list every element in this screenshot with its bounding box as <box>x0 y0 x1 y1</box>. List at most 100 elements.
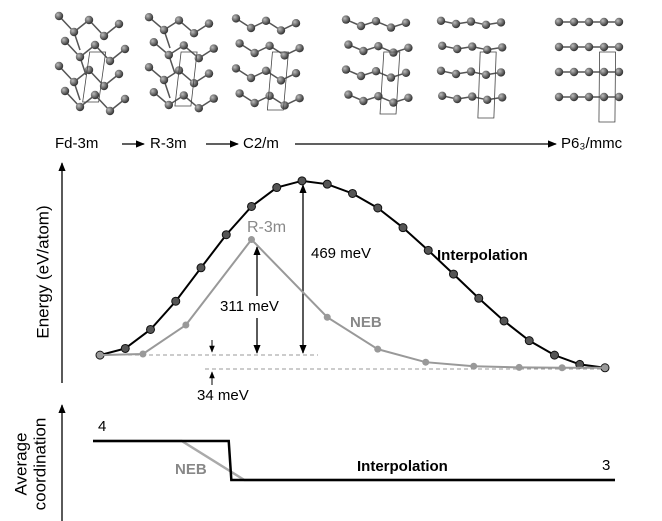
atom <box>84 65 94 75</box>
label-background <box>216 296 286 318</box>
atom <box>371 17 381 26</box>
y-axis-label: Average <box>11 432 30 495</box>
level-label: 3 <box>602 457 610 474</box>
atom <box>569 42 579 52</box>
data-point <box>247 201 256 211</box>
atom <box>189 29 199 38</box>
atom <box>554 42 564 52</box>
atom <box>265 41 274 50</box>
data-point <box>398 223 408 233</box>
data-point <box>515 363 523 371</box>
data-point <box>120 343 130 353</box>
annotation: 34 meV <box>197 387 249 404</box>
annotation: 311 meV <box>220 298 279 315</box>
atom <box>453 44 462 54</box>
atom <box>295 44 304 53</box>
annotation: R-3m <box>247 219 286 236</box>
atom <box>466 17 476 26</box>
atom <box>276 76 286 85</box>
series-line <box>93 439 615 482</box>
data-point <box>499 316 509 326</box>
data-point <box>221 230 231 240</box>
atom <box>280 101 289 110</box>
data-point <box>171 296 181 306</box>
data-point <box>550 350 559 360</box>
atom <box>436 66 446 76</box>
atom <box>451 69 461 79</box>
atom <box>498 43 507 52</box>
atom <box>69 77 79 87</box>
atom <box>144 62 154 72</box>
atom <box>344 90 353 99</box>
atom <box>584 42 594 52</box>
atom <box>159 75 169 85</box>
atom <box>99 31 109 41</box>
atom <box>99 81 109 91</box>
atom <box>90 90 100 100</box>
atom <box>438 41 447 50</box>
phase-label: R-3m <box>150 135 187 152</box>
atom <box>276 26 286 35</box>
data-point <box>422 358 430 366</box>
atom <box>374 42 383 51</box>
atom <box>60 36 70 46</box>
series-label: NEB <box>175 461 207 478</box>
atom <box>614 17 624 27</box>
y-axis-label: coordination <box>30 418 49 511</box>
atom <box>569 67 579 77</box>
atom <box>114 69 124 79</box>
data-point <box>182 321 190 329</box>
atom <box>341 15 351 24</box>
atom <box>204 19 214 28</box>
atom <box>599 42 609 52</box>
phase-label: P6₃/mmc <box>561 135 623 152</box>
atom <box>250 48 259 58</box>
y-axis-label: Energy (eV/atom) <box>33 205 52 338</box>
atom <box>599 67 609 77</box>
atom <box>120 44 130 54</box>
atom <box>554 17 564 27</box>
atom <box>235 39 244 48</box>
atom <box>386 73 396 82</box>
atom <box>164 50 173 60</box>
atom <box>54 61 64 71</box>
series-label: Interpolation <box>437 247 528 264</box>
atom <box>438 91 447 101</box>
atom <box>359 96 368 106</box>
atom <box>599 92 609 102</box>
atom <box>496 18 506 27</box>
atom <box>468 92 477 101</box>
atom <box>250 98 259 108</box>
atom <box>386 23 396 32</box>
atom <box>498 93 507 102</box>
unit-cell <box>174 51 198 107</box>
atom <box>453 94 462 104</box>
atom <box>436 16 446 25</box>
series-line <box>93 439 615 482</box>
atom <box>144 13 154 22</box>
phase-label: Fd-3m <box>55 135 98 152</box>
unit-cell <box>266 51 289 111</box>
atom <box>584 17 594 27</box>
data-point <box>558 364 566 372</box>
atom <box>599 17 609 27</box>
atom <box>60 86 70 96</box>
data-point <box>248 236 255 244</box>
level-label: 4 <box>98 418 106 435</box>
data-point <box>196 263 206 273</box>
annotation: 469 meV <box>311 245 371 262</box>
atom <box>401 68 411 78</box>
atom <box>614 42 624 52</box>
atom <box>584 92 594 102</box>
data-point <box>323 313 331 321</box>
atom <box>194 104 203 113</box>
data-point <box>348 188 357 198</box>
series-label: NEB <box>350 314 382 331</box>
unit-cell <box>82 51 107 103</box>
atom <box>69 27 79 37</box>
data-point <box>139 350 147 358</box>
atom <box>569 17 579 27</box>
data-point <box>601 364 609 372</box>
atom <box>179 41 188 50</box>
atom <box>481 70 491 80</box>
